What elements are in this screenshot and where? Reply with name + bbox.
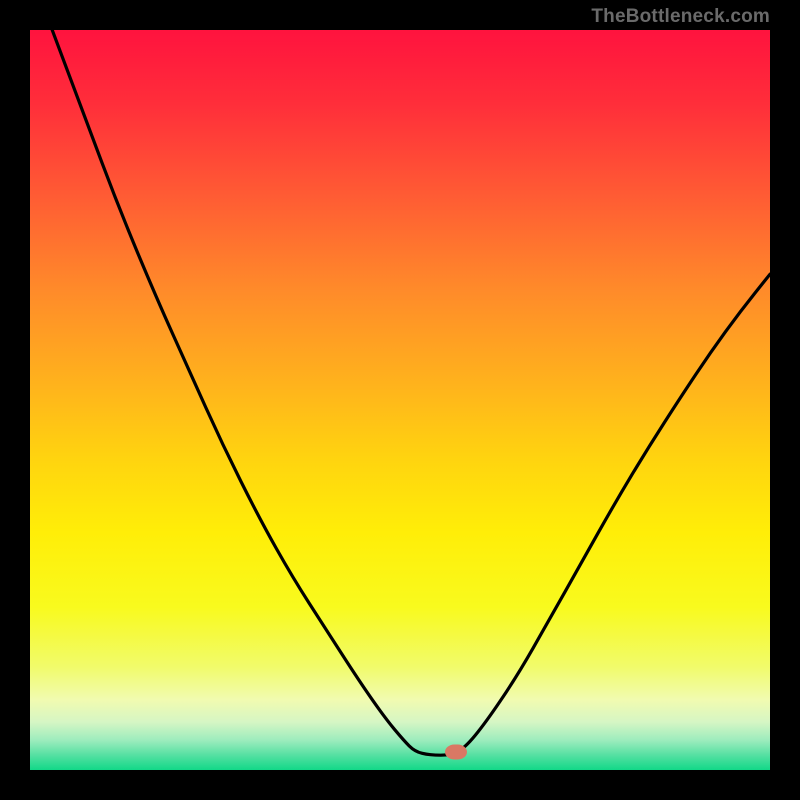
bottleneck-curve (30, 30, 770, 770)
plot-area (30, 30, 770, 770)
optimum-marker (445, 744, 467, 759)
watermark-text: TheBottleneck.com (591, 6, 770, 28)
